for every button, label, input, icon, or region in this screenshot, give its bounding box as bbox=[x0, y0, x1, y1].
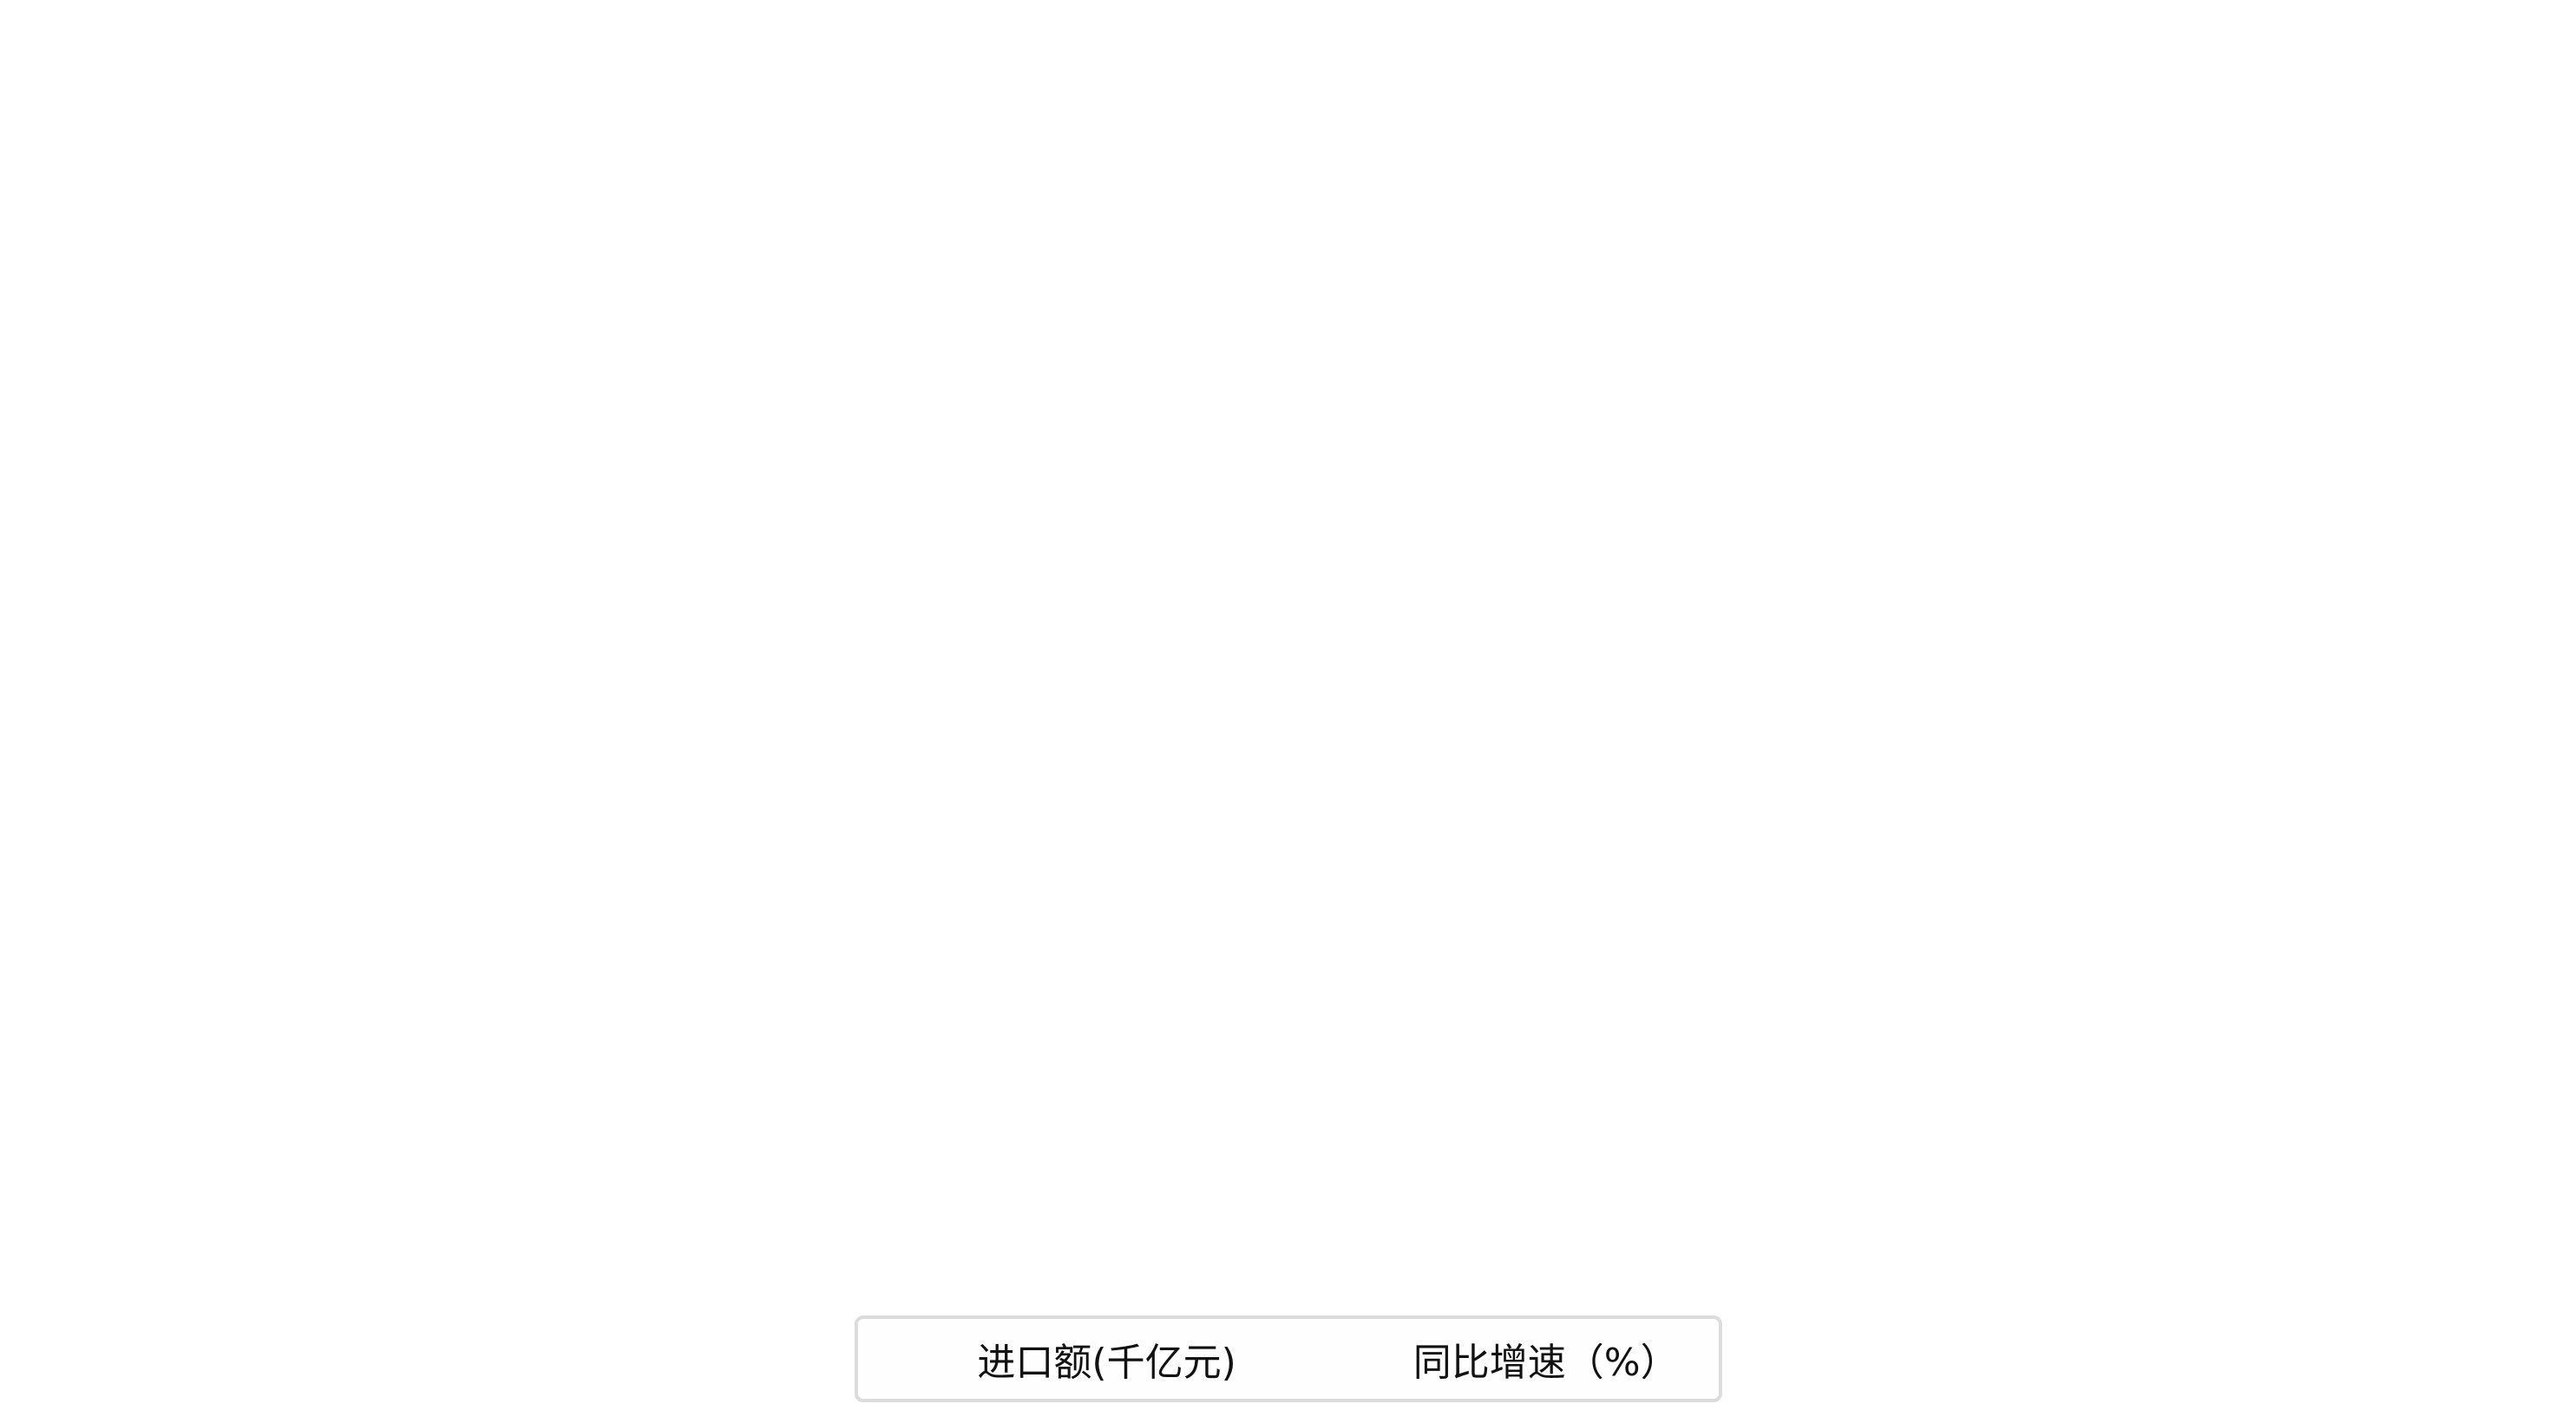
line-series-swatch bbox=[1304, 1340, 1391, 1378]
legend-item-line-series[interactable]: 同比增速（%） bbox=[1304, 1331, 1679, 1387]
bar-series-swatch bbox=[897, 1340, 954, 1378]
bar-series-label: 进口额(千亿元) bbox=[977, 1341, 1236, 1385]
line-series-label: 同比增速（%） bbox=[1413, 1341, 1679, 1385]
legend-item-bar-series[interactable]: 进口额(千亿元) bbox=[897, 1331, 1236, 1387]
legend: 进口额(千亿元) 同比增速（%） bbox=[854, 1315, 1722, 1402]
line-swatch-dot bbox=[1331, 1342, 1364, 1375]
